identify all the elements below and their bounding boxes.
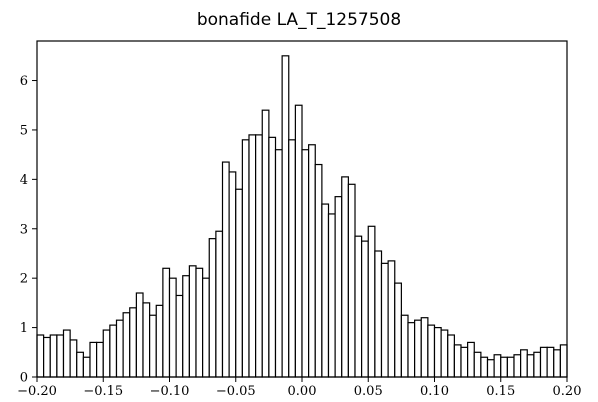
- histogram-bar: [420, 317, 429, 378]
- histogram-bar: [102, 329, 111, 378]
- y-tick-label: 4: [20, 173, 28, 188]
- histogram-bar: [526, 354, 535, 378]
- x-tick-label: −0.10: [150, 384, 190, 399]
- histogram-bar: [142, 302, 151, 378]
- histogram-bar: [261, 109, 270, 378]
- histogram-bar: [334, 196, 343, 378]
- histogram-bar: [109, 324, 118, 378]
- histogram-bar: [188, 265, 197, 378]
- histogram-bar: [374, 250, 383, 378]
- histogram-bar: [500, 356, 508, 378]
- x-tick-label: 0.10: [420, 384, 449, 399]
- histogram-bar: [460, 346, 469, 378]
- histogram-bar: [473, 351, 482, 378]
- histogram-bar: [69, 339, 78, 378]
- histogram-bar: [553, 349, 561, 378]
- x-tick-label: 0.05: [354, 384, 383, 399]
- histogram-bar: [43, 336, 51, 378]
- histogram-bar: [407, 322, 416, 378]
- histogram-bar: [255, 134, 263, 378]
- histogram-bar: [274, 149, 283, 378]
- histogram-bar: [546, 346, 555, 378]
- y-tick-label: 1: [20, 321, 28, 336]
- histogram-bar: [195, 267, 204, 378]
- histogram-bar: [400, 314, 409, 378]
- histogram-bar: [354, 235, 363, 378]
- histogram-bar: [294, 104, 303, 378]
- histogram-bar: [387, 260, 396, 378]
- histogram-bar: [248, 134, 257, 378]
- histogram-bar: [414, 319, 422, 378]
- histogram-bar: [96, 341, 104, 378]
- histogram-bar: [480, 356, 489, 378]
- histogram-bar: [367, 225, 376, 378]
- histogram-bar: [427, 324, 436, 378]
- histogram-bar: [440, 329, 449, 378]
- histogram-bar: [76, 351, 84, 378]
- histogram-bar: [36, 334, 45, 378]
- y-tick-label: 3: [20, 222, 28, 237]
- histogram-bar: [288, 139, 296, 378]
- histogram-bar: [89, 341, 98, 378]
- histogram-bar: [149, 314, 157, 378]
- histogram-bar: [235, 188, 243, 378]
- histogram-bar: [221, 161, 230, 378]
- x-tick-label: 0.15: [486, 384, 515, 399]
- histogram-bar: [539, 346, 548, 378]
- histogram-bar: [520, 349, 528, 378]
- histogram-bar: [486, 359, 495, 378]
- x-tick-label: 0.00: [288, 384, 317, 399]
- histogram-bar: [228, 171, 237, 378]
- histogram-bar: [241, 139, 250, 378]
- histogram-bar: [168, 277, 177, 378]
- histogram-bar: [341, 176, 349, 378]
- x-tick-label: −0.15: [83, 384, 123, 399]
- histogram-bar: [129, 307, 137, 378]
- histogram-bar: [506, 356, 515, 378]
- x-tick-label: −0.20: [17, 384, 57, 399]
- histogram-bar: [62, 329, 71, 378]
- histogram-bar: [513, 354, 522, 378]
- y-tick-label: 5: [20, 123, 28, 138]
- histogram-bar: [467, 341, 475, 378]
- histogram-bar: [493, 354, 502, 378]
- histogram-bar: [281, 55, 290, 378]
- y-tick-label: 0: [20, 371, 28, 386]
- histogram-bar: [208, 238, 217, 378]
- histogram-bar: [49, 334, 58, 378]
- histogram-bar: [447, 334, 455, 378]
- histogram-bar: [453, 344, 462, 378]
- histogram-bar: [135, 292, 144, 378]
- histogram-bar: [301, 149, 310, 378]
- histogram-bar: [115, 319, 124, 378]
- histogram-bar: [155, 304, 164, 378]
- histogram-bar: [182, 275, 190, 378]
- histogram-bar: [327, 213, 336, 378]
- histogram-bar: [56, 334, 65, 378]
- histogram-bar: [321, 203, 330, 378]
- y-tick-label: 6: [20, 74, 28, 89]
- histogram-bar: [433, 326, 442, 378]
- histogram-bar: [268, 136, 277, 378]
- x-tick-label: −0.05: [216, 384, 256, 399]
- histogram-bar: [380, 262, 389, 378]
- histogram-bar: [162, 267, 171, 378]
- histogram-bar: [202, 277, 210, 378]
- histogram-bar: [394, 282, 402, 378]
- y-tick-label: 2: [20, 272, 28, 287]
- histogram-bar: [559, 344, 568, 378]
- histogram-bar: [122, 312, 131, 378]
- histogram-bar: [82, 356, 91, 378]
- histogram-bar: [314, 163, 323, 378]
- x-tick-label: 0.20: [553, 384, 582, 399]
- histogram-bar: [347, 183, 356, 378]
- histogram-bar: [361, 240, 369, 378]
- histogram-bar: [308, 144, 316, 378]
- chart-title: bonafide LA_T_1257508: [196, 10, 402, 30]
- histogram-bar: [533, 351, 542, 378]
- histogram-bar: [175, 294, 184, 378]
- histogram-bar: [215, 230, 224, 378]
